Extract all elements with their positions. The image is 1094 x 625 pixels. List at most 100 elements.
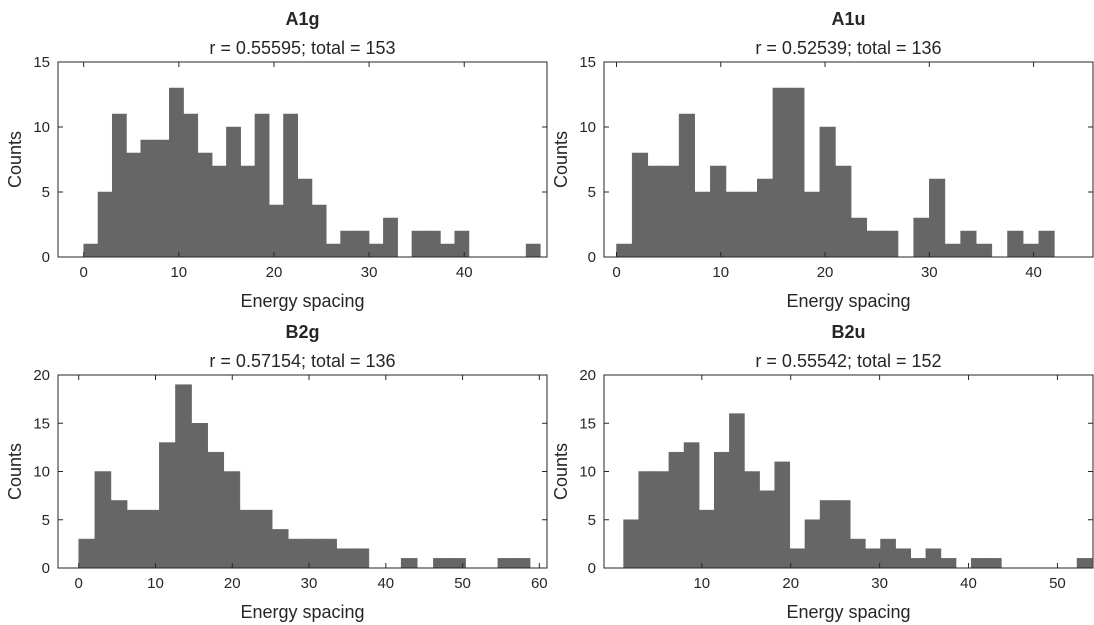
histogram-bar <box>925 548 942 569</box>
y-tick-label: 5 <box>588 512 596 529</box>
histogram-bar <box>271 529 289 569</box>
histogram-bar <box>340 230 356 258</box>
histogram-bar <box>297 178 313 258</box>
histogram-bar <box>835 165 852 258</box>
histogram-bar <box>729 413 745 569</box>
histogram-bar <box>616 243 633 258</box>
x-axis-label: Energy spacing <box>786 602 910 622</box>
histogram-bar <box>788 87 805 258</box>
histogram-panel-A1g: 0 10 20 30 40 0 5 10 15 A1g r = 0.55595; total = 1… <box>5 9 548 311</box>
histogram-bar <box>986 558 1002 569</box>
histogram-bar <box>440 243 455 258</box>
chart-title: A1u <box>831 9 865 29</box>
histogram-bar <box>207 451 225 569</box>
histogram-bar <box>223 471 241 569</box>
histogram-bar <box>850 217 867 258</box>
histogram-bar <box>741 191 758 258</box>
x-tick-label: 30 <box>301 575 318 592</box>
histogram-bar <box>425 230 441 258</box>
histogram-bar <box>111 113 127 258</box>
x-axis-label: Energy spacing <box>240 602 364 622</box>
y-tick-label: 10 <box>579 119 596 136</box>
histogram-bar <box>678 113 695 258</box>
y-tick-label: 5 <box>42 512 50 529</box>
histogram-bar <box>197 152 213 258</box>
histogram-bar <box>803 191 821 258</box>
histogram-bar <box>772 87 789 258</box>
histogram-bar <box>254 113 270 258</box>
histogram-panel-B2u: 10 20 30 40 50 0 5 10 15 20 B2u r = 0.55542; total … <box>551 322 1094 622</box>
histogram-bar <box>725 191 742 258</box>
histogram-panel-B2g: 0 10 20 30 40 50 60 0 5 10 15 20 B2g r = 0.57154; tot… <box>5 322 548 622</box>
histogram-bar <box>268 204 284 258</box>
x-axis-label: Energy spacing <box>786 291 910 311</box>
y-axis-label: Counts <box>5 443 25 500</box>
histogram-bar <box>929 178 946 258</box>
histogram-bar <box>1038 230 1055 258</box>
histogram-bar <box>1076 558 1093 569</box>
x-tick-label: 10 <box>170 264 187 281</box>
axes-box <box>57 61 548 258</box>
histogram-bar <box>454 230 470 258</box>
histogram-bar <box>940 558 957 569</box>
histogram-bar <box>140 139 156 258</box>
histogram-bar <box>865 548 881 569</box>
histogram-bar <box>513 558 531 569</box>
histogram-bar <box>663 165 680 258</box>
histogram-bar <box>819 500 836 569</box>
y-tick-label: 15 <box>33 415 50 432</box>
histogram-bar <box>694 191 711 258</box>
chart-subtitle: r = 0.57154; total = 136 <box>209 351 395 371</box>
x-tick-label: 0 <box>612 264 620 281</box>
x-tick-label: 50 <box>1049 575 1066 592</box>
chart-subtitle: r = 0.52539; total = 136 <box>755 38 941 58</box>
histogram-bar <box>411 230 427 258</box>
histogram-bar <box>789 548 806 569</box>
histogram-bar <box>183 113 199 258</box>
histogram-bar <box>882 230 899 258</box>
histogram-bar <box>631 152 649 258</box>
histogram-bar <box>910 558 927 569</box>
y-tick-label: 5 <box>588 184 596 201</box>
histogram-bar <box>83 243 99 258</box>
histogram-bar <box>159 442 176 569</box>
x-axis-label: Energy spacing <box>240 291 364 311</box>
histogram-bar <box>960 230 977 258</box>
histogram-bar <box>142 509 160 569</box>
y-axis-label: Counts <box>551 131 571 188</box>
y-tick-label: 10 <box>33 119 50 136</box>
histogram-bar <box>304 538 321 569</box>
x-tick-label: 40 <box>960 575 977 592</box>
histogram-bar <box>288 538 305 569</box>
histogram-bar <box>311 204 327 258</box>
x-tick-label: 10 <box>712 264 729 281</box>
histogram-bar <box>975 243 993 258</box>
histogram-bar <box>880 538 896 569</box>
y-tick-label: 0 <box>42 560 50 577</box>
histogram-bar <box>1022 243 1040 258</box>
histogram-bar <box>970 558 987 569</box>
histogram-bar <box>653 471 670 569</box>
x-tick-label: 20 <box>224 575 241 592</box>
histogram-bar <box>226 126 241 258</box>
x-tick-label: 40 <box>456 264 473 281</box>
histogram-bar <box>368 243 384 258</box>
histogram-bar <box>759 490 775 569</box>
histogram-bar <box>255 509 273 569</box>
histogram-bar <box>623 519 639 569</box>
histogram-bar <box>647 165 664 258</box>
y-tick-label: 15 <box>579 54 596 71</box>
y-axis-label: Counts <box>551 443 571 500</box>
x-tick-label: 10 <box>693 575 710 592</box>
x-tick-label: 20 <box>266 264 283 281</box>
histogram-bar <box>383 217 398 258</box>
histogram-bar <box>239 509 257 569</box>
x-tick-label: 40 <box>1025 264 1042 281</box>
chart-subtitle: r = 0.55542; total = 152 <box>755 351 941 371</box>
histogram-bar <box>326 243 341 258</box>
histogram-bar <box>110 500 128 569</box>
histogram-bar <box>710 165 727 258</box>
histogram-bar <box>525 243 541 258</box>
y-tick-label: 0 <box>588 249 596 266</box>
